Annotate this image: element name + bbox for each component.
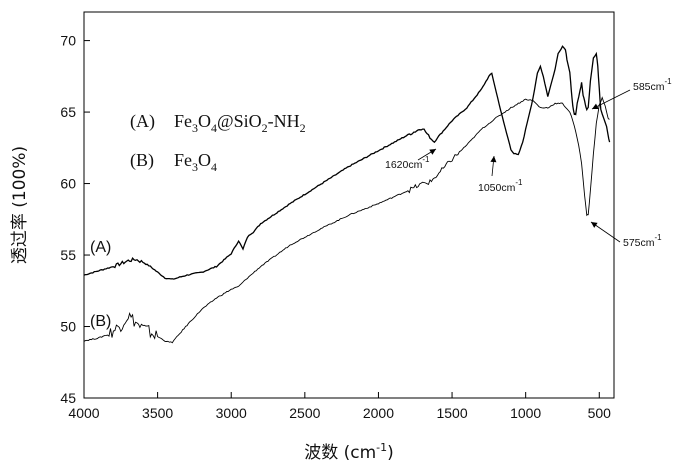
y-tick-label: 70 (60, 33, 76, 49)
x-tick-label: 3000 (216, 405, 247, 421)
legend-label-b: Fe3O4 (174, 150, 217, 174)
legend-marker-b: (B) (130, 150, 154, 171)
y-tick-label: 45 (60, 390, 76, 406)
peak-annotations: 1620cm-1 1050cm-1 585cm-1 575cm-1 (385, 77, 672, 249)
curve-label-a: (A) (90, 239, 111, 256)
x-axis-label: 波数 (cm-1) (304, 441, 394, 463)
y-tick-label: 50 (60, 319, 76, 335)
y-tick-label: 55 (60, 247, 76, 263)
legend-label-a: Fe3O4@SiO2-NH2 (174, 111, 306, 135)
y-tick-label: 65 (60, 104, 76, 120)
legend: (A) Fe3O4@SiO2-NH2 (B) Fe3O4 (130, 111, 306, 174)
axis-ticks: 4000 3500 3000 2500 2000 1500 1000 500 45 50 55 60 6… (60, 33, 611, 421)
series-line-b (84, 98, 610, 343)
curve-label-b: (B) (90, 313, 111, 330)
peak-label: 585cm-1 (633, 77, 672, 93)
series-line-a (84, 46, 610, 279)
x-tick-label: 3500 (142, 405, 173, 421)
peak-arrowhead (591, 222, 598, 228)
peak-label: 1620cm-1 (385, 155, 430, 171)
x-tick-label: 2000 (363, 405, 394, 421)
peak-label: 575cm-1 (623, 233, 662, 249)
x-tick-label: 500 (588, 405, 612, 421)
series-group (84, 46, 610, 342)
x-tick-label: 4000 (68, 405, 99, 421)
peak-arrowhead (429, 149, 436, 155)
x-tick-label: 1000 (510, 405, 541, 421)
y-tick-label: 60 (60, 176, 76, 192)
legend-marker-a: (A) (130, 111, 155, 132)
x-tick-label: 1500 (436, 405, 467, 421)
y-axis-label: 透过率 (100%) (10, 146, 30, 264)
peak-label: 1050cm-1 (478, 178, 523, 194)
x-tick-label: 2500 (289, 405, 320, 421)
peak-arrowhead (490, 156, 496, 162)
peak-arrow (592, 90, 630, 109)
